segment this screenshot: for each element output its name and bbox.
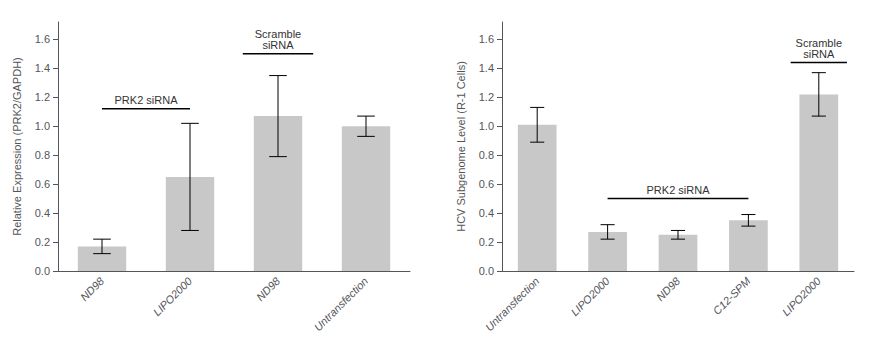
svg-text:0.0: 0.0	[479, 265, 494, 277]
svg-text:1.2: 1.2	[35, 91, 50, 103]
svg-text:1.0: 1.0	[35, 120, 50, 132]
svg-text:PRK2 siRNA: PRK2 siRNA	[115, 94, 179, 106]
svg-text:Scramble: Scramble	[254, 28, 302, 41]
svg-text:LIPO2000: LIPO2000	[780, 274, 824, 318]
svg-text:0.8: 0.8	[35, 149, 50, 161]
svg-text:0.4: 0.4	[479, 207, 494, 219]
svg-text:HCV Subgenome Level (R-1 Cells: HCV Subgenome Level (R-1 Cells)	[455, 61, 467, 232]
svg-text:Relative Expression (PRK2/GAPD: Relative Expression (PRK2/GAPDH)	[11, 57, 23, 236]
svg-text:Untransfection: Untransfection	[483, 275, 542, 334]
svg-text:0.6: 0.6	[35, 178, 50, 190]
svg-text:LIPO2000: LIPO2000	[151, 274, 195, 318]
svg-text:0.2: 0.2	[35, 236, 50, 248]
svg-text:1.2: 1.2	[479, 91, 494, 103]
svg-text:0.4: 0.4	[35, 207, 50, 219]
svg-text:0.2: 0.2	[479, 236, 494, 248]
svg-text:1.6: 1.6	[35, 33, 50, 45]
svg-text:ND98: ND98	[254, 274, 283, 303]
svg-text:PRK2 siRNA: PRK2 siRNA	[647, 184, 711, 196]
svg-text:siRNA: siRNA	[803, 48, 835, 60]
svg-text:0.6: 0.6	[479, 178, 494, 190]
svg-text:1.0: 1.0	[479, 120, 494, 132]
svg-text:ND98: ND98	[78, 274, 107, 303]
svg-text:siRNA: siRNA	[262, 39, 294, 51]
svg-text:1.6: 1.6	[479, 33, 494, 45]
svg-text:Scramble: Scramble	[795, 37, 842, 49]
svg-text:1.4: 1.4	[35, 62, 50, 74]
svg-text:0.8: 0.8	[479, 149, 494, 161]
svg-text:C12-SPM: C12-SPM	[710, 274, 753, 317]
svg-text:ND98: ND98	[654, 274, 683, 303]
svg-text:1.4: 1.4	[479, 62, 494, 74]
svg-text:0.0: 0.0	[35, 265, 50, 277]
svg-text:Untransfection: Untransfection	[312, 275, 371, 334]
svg-text:LIPO2000: LIPO2000	[568, 274, 612, 318]
